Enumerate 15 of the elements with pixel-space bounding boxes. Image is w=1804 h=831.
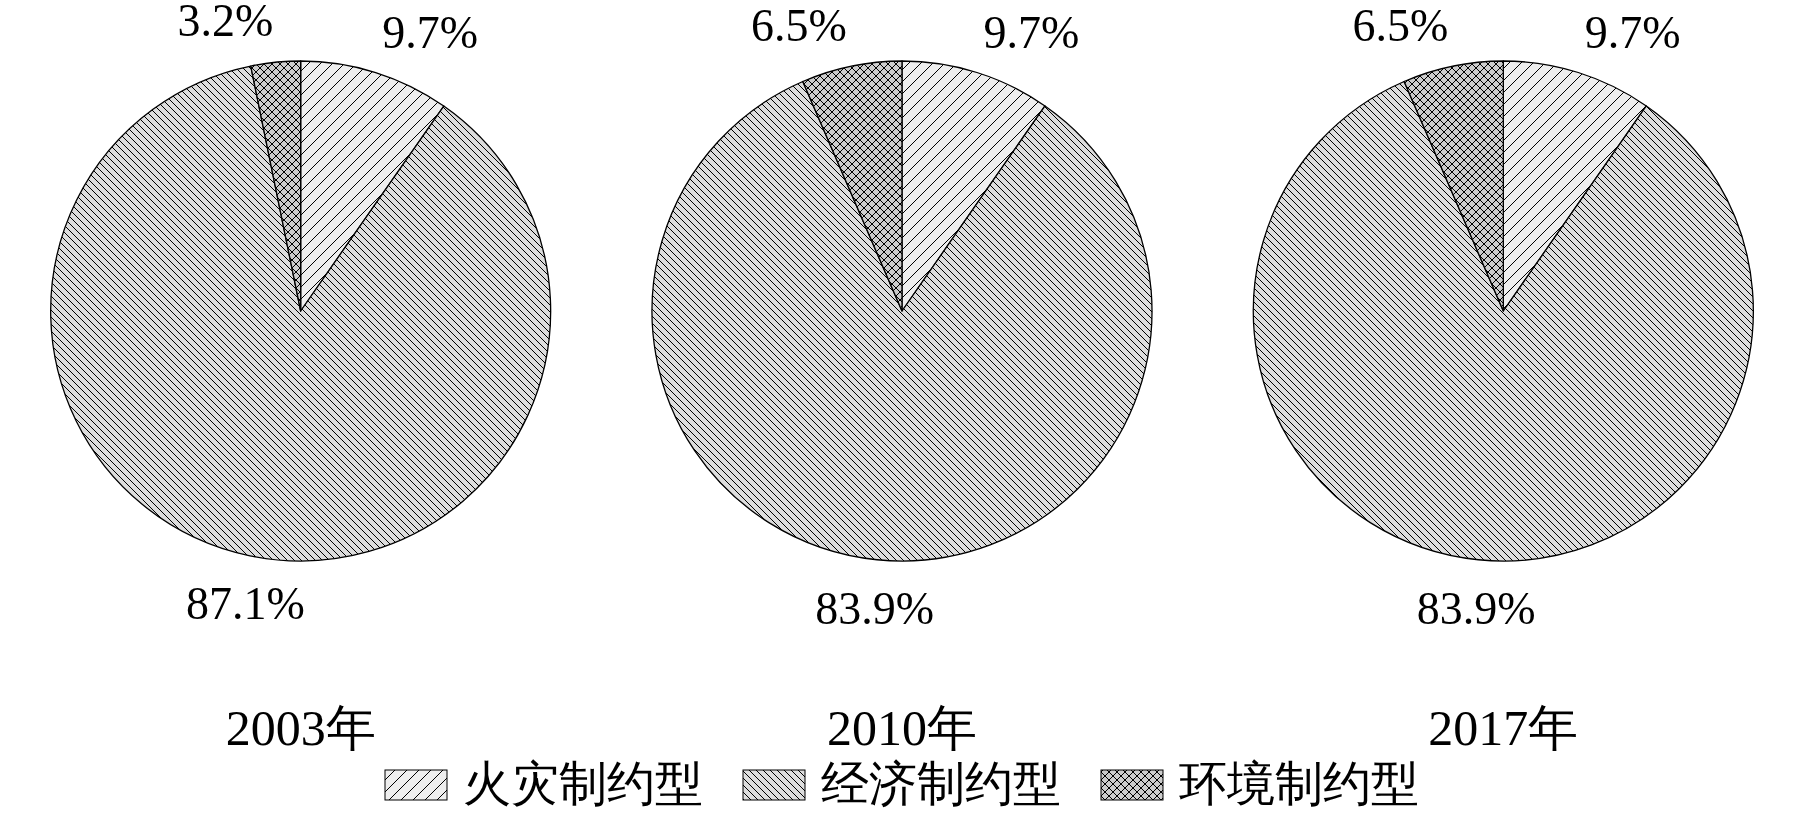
data-label: 9.7%	[382, 6, 479, 58]
data-label: 3.2%	[177, 0, 274, 47]
legend-label: 环境制约型	[1179, 757, 1419, 810]
data-label: 87.1%	[186, 578, 305, 630]
data-label: 6.5%	[1352, 0, 1449, 51]
data-label: 83.9%	[1416, 582, 1536, 634]
text: 2010年	[827, 700, 977, 756]
text: 2003年	[225, 700, 376, 756]
data-label: 9.7%	[983, 6, 1080, 58]
legend-label: 火灾制约型	[463, 757, 703, 810]
text: 2017年	[1428, 700, 1579, 756]
legend-label: 经济制约型	[821, 757, 1061, 810]
data-label: 6.5%	[751, 0, 847, 51]
data-label: 9.7%	[1584, 6, 1681, 58]
data-label: 83.9%	[815, 582, 935, 634]
